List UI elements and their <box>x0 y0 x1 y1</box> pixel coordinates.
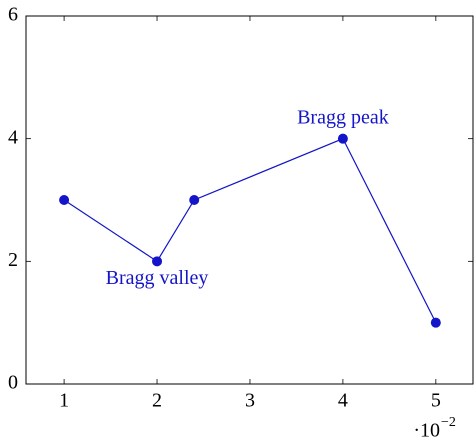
y-tick-label: 4 <box>8 126 18 148</box>
data-point <box>59 195 70 205</box>
annotation: Bragg valley <box>106 267 209 289</box>
data-point <box>430 317 441 328</box>
x-tick-label: 2 <box>152 390 162 412</box>
x-scale-base: ·10 <box>413 420 440 441</box>
x-tick-label: 5 <box>431 390 441 412</box>
series-line <box>63 137 437 323</box>
data-point <box>337 133 348 144</box>
y-tick-label: 6 <box>8 4 18 26</box>
x-tick-label: 4 <box>338 390 348 412</box>
x-scale-exponent: −2 <box>441 415 456 430</box>
y-tick-label: 2 <box>8 249 18 271</box>
annotation: Bragg peak <box>297 106 389 128</box>
x-tick-label: 1 <box>59 390 69 412</box>
y-tick-label: 0 <box>8 372 18 394</box>
data-point <box>152 256 163 267</box>
plot-frame <box>25 15 474 385</box>
data-point <box>189 195 200 205</box>
x-tick-label: 3 <box>245 390 255 412</box>
